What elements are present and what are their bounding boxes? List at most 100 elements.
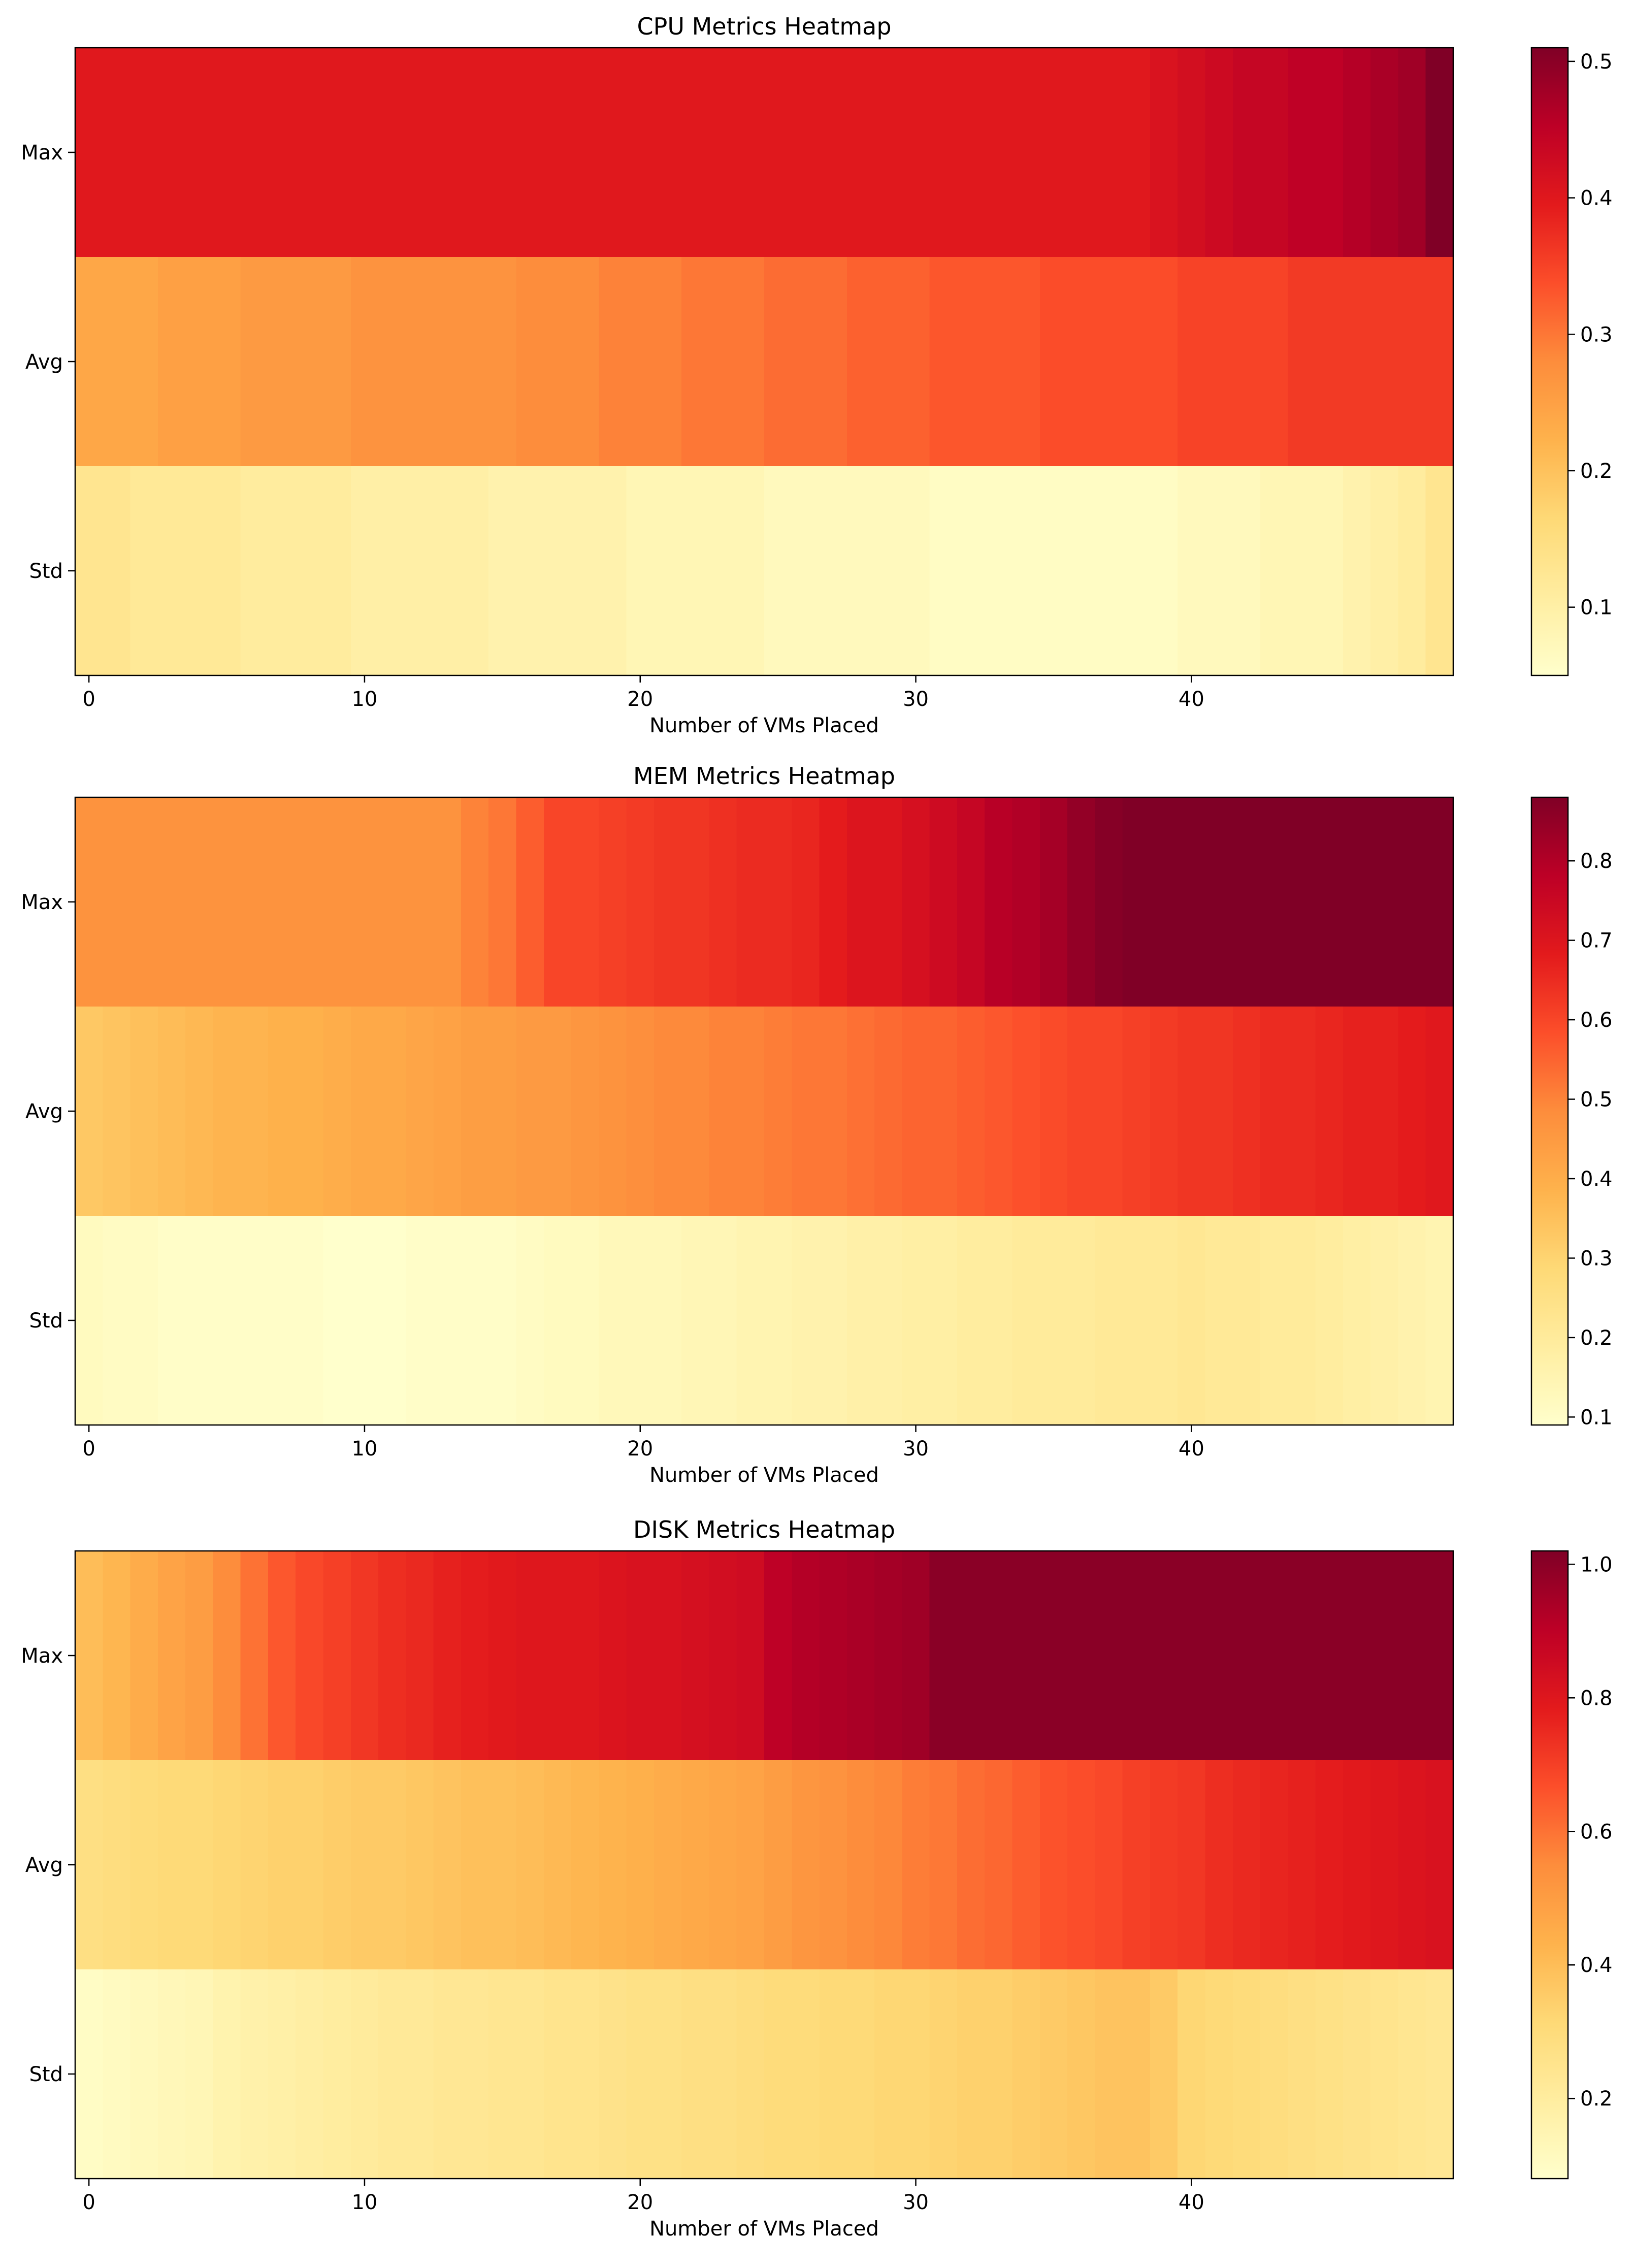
heatmap-cell-std-1 <box>103 466 131 676</box>
heatmap-cell-max-45 <box>1315 1551 1344 1761</box>
heatmap-cell-std-39 <box>1150 466 1178 676</box>
heatmap-cell-std-41 <box>1205 1969 1233 2179</box>
heatmap-cell-max-35 <box>1039 797 1068 1007</box>
x-tick-label: 20 <box>627 2191 653 2214</box>
heatmap-cell-avg-25 <box>764 1760 792 1970</box>
heatmap-cell-max-12 <box>406 797 434 1007</box>
y-tick-label: Max <box>21 891 63 914</box>
heatmap-cell-max-35 <box>1039 48 1068 257</box>
heatmap-cell-max-42 <box>1232 1551 1261 1761</box>
heatmap-cell-max-5 <box>213 1551 241 1761</box>
heatmap-cell-max-19 <box>599 48 627 257</box>
heatmap-cell-std-0 <box>75 1216 103 1425</box>
heatmap-cell-avg-21 <box>653 1760 682 1970</box>
heatmap-cell-std-35 <box>1039 466 1068 676</box>
heatmap-cell-std-12 <box>406 466 434 676</box>
x-tick-label: 20 <box>627 688 653 711</box>
heatmap-cell-max-38 <box>1122 48 1151 257</box>
heatmap-cell-avg-41 <box>1205 257 1233 467</box>
heatmap-cell-avg-47 <box>1370 1007 1399 1216</box>
heatmap-cell-avg-2 <box>130 257 158 467</box>
heatmap-cell-std-4 <box>185 1969 213 2179</box>
heatmap-cell-std-38 <box>1122 466 1151 676</box>
x-tick-label: 40 <box>1179 1437 1204 1461</box>
heatmap-cell-std-42 <box>1232 1969 1261 2179</box>
heatmap-cell-std-10 <box>350 1969 379 2179</box>
heatmap-cell-avg-23 <box>709 257 737 467</box>
heatmap-cell-max-6 <box>240 1551 269 1761</box>
heatmap-cell-avg-40 <box>1178 1760 1206 1970</box>
heatmap-cell-std-33 <box>985 1216 1013 1425</box>
heatmap-cell-avg-37 <box>1095 1007 1123 1216</box>
heatmap-cell-std-20 <box>626 1969 655 2179</box>
heatmap-cell-max-16 <box>516 797 544 1007</box>
x-tick-label: 30 <box>903 688 929 711</box>
heatmap-cell-std-34 <box>1012 466 1040 676</box>
heatmap-cell-avg-19 <box>599 257 627 467</box>
heatmap-cell-avg-12 <box>406 1760 434 1970</box>
heatmap-cell-avg-4 <box>185 1760 213 1970</box>
y-tick-label: Std <box>29 560 63 583</box>
heatmap-cell-avg-1 <box>103 1007 131 1216</box>
heatmap-cell-std-40 <box>1178 1969 1206 2179</box>
x-tick-label: 10 <box>351 688 377 711</box>
heatmap-cell-avg-16 <box>516 1007 544 1216</box>
heatmap-cell-avg-16 <box>516 1760 544 1970</box>
heatmap-cell-std-29 <box>874 1216 902 1425</box>
x-tick-label: 10 <box>351 1437 377 1461</box>
heatmap-cell-std-4 <box>185 1216 213 1425</box>
heatmap-cell-max-30 <box>902 48 930 257</box>
y-tick-label: Std <box>29 1309 63 1333</box>
heatmap-cell-max-13 <box>433 797 462 1007</box>
heatmap-cell-max-16 <box>516 48 544 257</box>
colorbar-tick-label: 0.4 <box>1580 1168 1613 1191</box>
heatmap-cell-std-21 <box>653 1216 682 1425</box>
heatmap-cell-avg-29 <box>874 1007 902 1216</box>
colorbar-tick-label: 0.6 <box>1580 1820 1613 1843</box>
heatmap-cell-avg-31 <box>929 1007 958 1216</box>
colorbar-tick-label: 0.3 <box>1580 323 1613 346</box>
heatmap-cell-max-16 <box>516 1551 544 1761</box>
heatmap-cell-avg-3 <box>157 1760 186 1970</box>
heatmap-cell-std-6 <box>240 1216 269 1425</box>
heatmap-cell-avg-28 <box>846 1760 875 1970</box>
heatmap-cell-std-38 <box>1122 1216 1151 1425</box>
heatmap-cell-std-14 <box>461 466 489 676</box>
heatmap-cell-avg-18 <box>571 257 599 467</box>
heatmap-cell-std-36 <box>1067 466 1095 676</box>
heatmap-cell-std-44 <box>1288 1969 1316 2179</box>
heatmap-cell-max-10 <box>350 48 379 257</box>
heatmap-cell-std-24 <box>736 1969 765 2179</box>
colorbar-tick-label: 0.4 <box>1580 1954 1613 1977</box>
heatmap-cell-max-23 <box>709 1551 737 1761</box>
heatmap-cell-avg-30 <box>902 1760 930 1970</box>
heatmap-cell-avg-25 <box>764 1007 792 1216</box>
heatmap-cell-std-15 <box>488 466 517 676</box>
heatmap-cell-avg-28 <box>846 257 875 467</box>
heatmap-cell-max-29 <box>874 48 902 257</box>
heatmap-cell-avg-46 <box>1343 257 1371 467</box>
heatmap-cell-max-19 <box>599 797 627 1007</box>
heatmap-cell-max-38 <box>1122 1551 1151 1761</box>
heatmap-cell-max-31 <box>929 1551 958 1761</box>
heatmap-cell-std-19 <box>599 1969 627 2179</box>
mem-heatmap-panel: MEM Metrics Heatmap Max Avg Std 0 10 20 30 40 Num… <box>21 762 1612 1487</box>
heatmap-cell-avg-34 <box>1012 1007 1040 1216</box>
y-tick-label: Avg <box>25 350 63 374</box>
heatmap-cell-max-40 <box>1178 1551 1206 1761</box>
heatmap-cell-std-15 <box>488 1969 517 2179</box>
heatmap-cell-avg-13 <box>433 257 462 467</box>
heatmap-cell-std-17 <box>543 1216 572 1425</box>
heatmap-cell-max-45 <box>1315 797 1344 1007</box>
heatmap-cell-std-11 <box>378 466 406 676</box>
heatmap-cell-max-8 <box>296 48 324 257</box>
heatmap-cell-std-5 <box>213 1216 241 1425</box>
heatmap-cell-std-13 <box>433 466 462 676</box>
heatmap-cell-avg-43 <box>1260 1007 1288 1216</box>
x-tick-label: 0 <box>82 688 95 711</box>
heatmap-cell-avg-8 <box>296 1760 324 1970</box>
heatmap-cell-max-4 <box>185 797 213 1007</box>
colorbar-tick-label: 0.2 <box>1580 460 1613 483</box>
heatmap-cell-max-49 <box>1425 48 1454 257</box>
heatmap-cell-avg-16 <box>516 257 544 467</box>
